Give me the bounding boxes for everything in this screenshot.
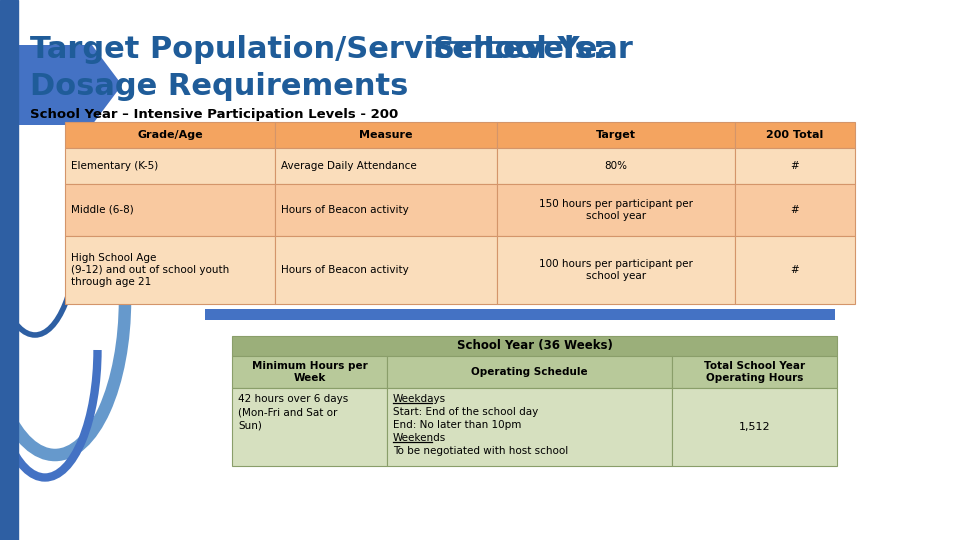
Bar — [735, 122, 855, 148]
Text: Target: Target — [596, 130, 636, 140]
Bar — [275, 122, 497, 148]
Text: 150 hours per participant per
school year: 150 hours per participant per school yea… — [539, 199, 693, 221]
Text: 80%: 80% — [605, 161, 628, 171]
Text: End: No later than 10pm: End: No later than 10pm — [393, 420, 521, 430]
Text: #: # — [791, 205, 800, 215]
Bar — [232, 336, 837, 356]
Text: Average Daily Attendance: Average Daily Attendance — [281, 161, 417, 171]
Bar — [232, 388, 387, 466]
Text: School Year – Intensive Participation Levels - 200: School Year – Intensive Participation Le… — [30, 108, 398, 121]
Bar — [65, 122, 275, 148]
Text: 1,512: 1,512 — [738, 422, 770, 432]
Text: Elementary (K-5): Elementary (K-5) — [71, 161, 158, 171]
Bar — [735, 236, 855, 304]
Text: Middle (6-8): Middle (6-8) — [71, 205, 133, 215]
Bar — [65, 236, 275, 304]
Bar — [275, 148, 497, 184]
Text: #: # — [791, 265, 800, 275]
Polygon shape — [18, 45, 122, 125]
Bar — [497, 184, 735, 236]
Bar — [232, 356, 387, 388]
Text: Hours of Beacon activity: Hours of Beacon activity — [281, 205, 409, 215]
Text: Grade/Age: Grade/Age — [137, 130, 203, 140]
Text: To be negotiated with host school: To be negotiated with host school — [393, 446, 568, 456]
Text: Weekends: Weekends — [393, 433, 446, 443]
Bar — [65, 148, 275, 184]
Text: Hours of Beacon activity: Hours of Beacon activity — [281, 265, 409, 275]
Text: 200 Total: 200 Total — [766, 130, 824, 140]
Bar — [497, 236, 735, 304]
Bar — [672, 356, 837, 388]
Bar — [275, 184, 497, 236]
Bar — [0, 0, 18, 540]
Text: Operating Schedule: Operating Schedule — [471, 367, 588, 377]
Bar — [65, 184, 275, 236]
Bar — [497, 148, 735, 184]
Bar — [735, 148, 855, 184]
Text: Target Population/Service Levels:: Target Population/Service Levels: — [30, 35, 615, 64]
Text: Minimum Hours per
Week: Minimum Hours per Week — [252, 361, 368, 383]
Bar — [387, 356, 672, 388]
Text: High School Age
(9-12) and out of school youth
through age 21: High School Age (9-12) and out of school… — [71, 253, 229, 287]
Text: School Year (36 Weeks): School Year (36 Weeks) — [457, 340, 612, 353]
Bar — [275, 236, 497, 304]
Bar — [205, 309, 835, 320]
Text: Start: End of the school day: Start: End of the school day — [393, 407, 539, 417]
Bar — [735, 184, 855, 236]
Text: Dosage Requirements: Dosage Requirements — [30, 72, 408, 101]
Text: Measure: Measure — [359, 130, 413, 140]
Text: #: # — [791, 161, 800, 171]
Bar — [672, 388, 837, 466]
Bar — [387, 388, 672, 466]
Text: 100 hours per participant per
school year: 100 hours per participant per school yea… — [540, 259, 693, 281]
Bar — [497, 122, 735, 148]
Text: Weekdays: Weekdays — [393, 394, 446, 404]
Text: 42 hours over 6 days
(Mon-Fri and Sat or
Sun): 42 hours over 6 days (Mon-Fri and Sat or… — [238, 394, 348, 430]
Text: School Year: School Year — [433, 35, 633, 64]
Text: Total School Year
Operating Hours: Total School Year Operating Hours — [704, 361, 805, 383]
